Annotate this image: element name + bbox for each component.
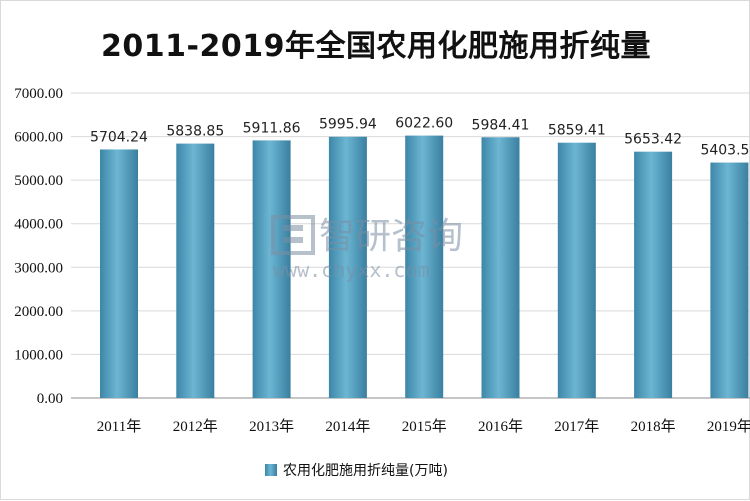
data-labels: 5704.24 5838.85 5911.86 5995.94 6022.60 5984.…	[90, 116, 750, 159]
x-tick-label: 2015年	[402, 418, 447, 435]
watermark-brand: 智研咨询	[319, 216, 463, 257]
data-label: 5838.85	[166, 124, 224, 140]
y-tick-label: 4000.00	[14, 217, 63, 233]
x-axis-ticks: 2011年 2012年 2013年 2014年 2015年 2016年 2017年 2018年…	[97, 418, 750, 435]
watermark: 智研咨询 www.chyxx.com	[271, 215, 463, 282]
data-label: 5984.41	[472, 117, 530, 133]
data-label: 5653.42	[624, 132, 682, 148]
bars	[100, 135, 749, 399]
x-tick-label: 2011年	[97, 418, 141, 435]
y-tick-label: 5000.00	[14, 173, 63, 189]
watermark-url: www.chyxx.com	[273, 258, 430, 282]
y-axis-ticks: 0.00 1000.00 2000.00 3000.00 4000.00 5000.00 6…	[14, 86, 63, 407]
bar	[557, 142, 596, 398]
bar	[252, 140, 291, 399]
data-label: 5704.24	[90, 129, 148, 145]
x-tick-label: 2019年	[707, 418, 750, 435]
bar	[634, 151, 673, 398]
data-label: 6022.60	[395, 116, 453, 132]
data-label: 5995.94	[319, 117, 377, 133]
watermark-logo-icon	[271, 215, 315, 255]
y-tick-label: 3000.00	[14, 260, 63, 276]
data-label: 5859.41	[548, 123, 606, 139]
x-tick-label: 2017年	[554, 418, 599, 435]
bar	[176, 143, 215, 398]
bar	[328, 136, 367, 398]
bar	[405, 135, 444, 398]
bar	[481, 137, 520, 398]
legend-swatch	[265, 464, 277, 476]
y-tick-label: 7000.00	[14, 86, 63, 102]
chart-title: 2011-2019年全国农用化肥施用折纯量	[101, 29, 651, 64]
x-tick-label: 2018年	[631, 418, 676, 435]
y-tick-label: 0.00	[37, 391, 63, 407]
bar	[710, 162, 749, 398]
legend: 农用化肥施用折纯量(万吨)	[265, 463, 448, 479]
data-label: 5911.86	[243, 120, 301, 136]
legend-label: 农用化肥施用折纯量(万吨)	[283, 463, 448, 479]
bar	[100, 149, 138, 398]
x-tick-label: 2014年	[325, 418, 370, 435]
y-tick-label: 6000.00	[14, 130, 63, 146]
data-label: 5403.59	[700, 143, 750, 159]
x-tick-label: 2012年	[173, 418, 218, 435]
x-tick-label: 2013年	[249, 418, 294, 435]
y-tick-label: 1000.00	[14, 347, 63, 363]
y-tick-label: 2000.00	[14, 304, 63, 320]
x-tick-label: 2016年	[478, 418, 523, 435]
